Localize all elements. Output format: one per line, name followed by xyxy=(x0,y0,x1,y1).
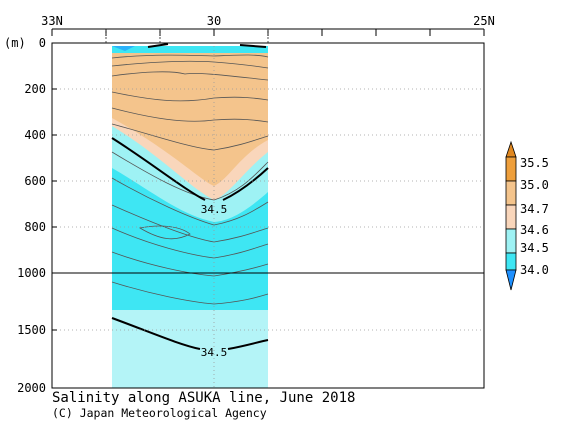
contour-34-5-surface xyxy=(147,43,267,48)
contour-line xyxy=(138,225,191,240)
x-tick-labels: 33N 30 25N xyxy=(41,14,495,28)
section-fill xyxy=(112,46,268,388)
x-tick-label: 33N xyxy=(41,14,63,28)
contour-line xyxy=(111,71,269,81)
contour-line xyxy=(111,60,269,69)
y-unit-label: (m) xyxy=(4,36,26,50)
y-tick-label: 1500 xyxy=(17,323,46,337)
colorbar-label: 34.5 xyxy=(520,241,549,255)
colorbar-label: 35.0 xyxy=(520,178,549,192)
chart-credit: (C) Japan Meteorological Agency xyxy=(52,406,267,420)
grid xyxy=(52,46,484,388)
contour-line xyxy=(111,123,269,151)
contour-labels: 34.5 34.5 xyxy=(201,203,228,359)
contour-line xyxy=(111,251,269,277)
top-axis-ticks xyxy=(51,29,485,36)
colorbar-bin-34-0 xyxy=(505,252,517,271)
contour-34-5-lower xyxy=(111,317,269,350)
fill-34-7-band xyxy=(112,50,268,186)
y-tick-label: 800 xyxy=(24,220,46,234)
fill-surface-fresh xyxy=(112,46,135,51)
station-lines xyxy=(105,29,269,43)
fill-deep-lower-boundary xyxy=(112,318,268,388)
y-tick-label: 600 xyxy=(24,174,46,188)
contour-line xyxy=(111,281,269,305)
contour-line xyxy=(111,177,269,226)
y-tick-label: 2000 xyxy=(17,381,46,395)
colorbar-label: 34.7 xyxy=(520,202,549,216)
colorbar-label: 34.6 xyxy=(520,223,549,237)
contour-label: 34.5 xyxy=(201,346,228,359)
contour-line xyxy=(111,91,269,102)
contour-line xyxy=(111,227,269,259)
colorbar-top-arrow xyxy=(505,140,517,158)
y-tick-labels: 0 200 400 600 800 1000 1500 2000 xyxy=(17,36,46,395)
contour-label: 34.5 xyxy=(201,203,228,216)
thin-contours xyxy=(111,54,269,305)
contour-34-5 xyxy=(111,43,269,350)
y-tick-label: 400 xyxy=(24,128,46,142)
contour-line xyxy=(111,204,269,243)
fill-surface-35-0 xyxy=(112,46,268,53)
contour-line xyxy=(111,151,269,201)
y-tick-label: 1000 xyxy=(17,266,46,280)
contour-line xyxy=(111,54,269,59)
colorbar-label: 34.0 xyxy=(520,263,549,277)
y-tick-label: 0 xyxy=(39,36,46,50)
x-tick-label: 25N xyxy=(473,14,495,28)
x-tick-label: 30 xyxy=(207,14,221,28)
colorbar xyxy=(505,140,517,291)
colorbar-labels: 35.5 35.0 34.7 34.6 34.5 34.0 xyxy=(520,156,549,277)
colorbar-label: 35.5 xyxy=(520,156,549,170)
contour-line xyxy=(111,107,269,123)
colorbar-bin-34-5 xyxy=(505,228,517,254)
colorbar-bottom-arrow xyxy=(505,269,517,291)
y-tick-label: 200 xyxy=(24,82,46,96)
colorbar-bin-34-6 xyxy=(505,204,517,230)
colorbar-bin-34-7 xyxy=(505,180,517,206)
contour-34-5-upper xyxy=(111,137,269,201)
colorbar-bin-35-0 xyxy=(505,156,517,182)
y-axis-ticks xyxy=(52,42,57,389)
chart-title: Salinity along ASUKA line, June 2018 xyxy=(52,390,356,406)
